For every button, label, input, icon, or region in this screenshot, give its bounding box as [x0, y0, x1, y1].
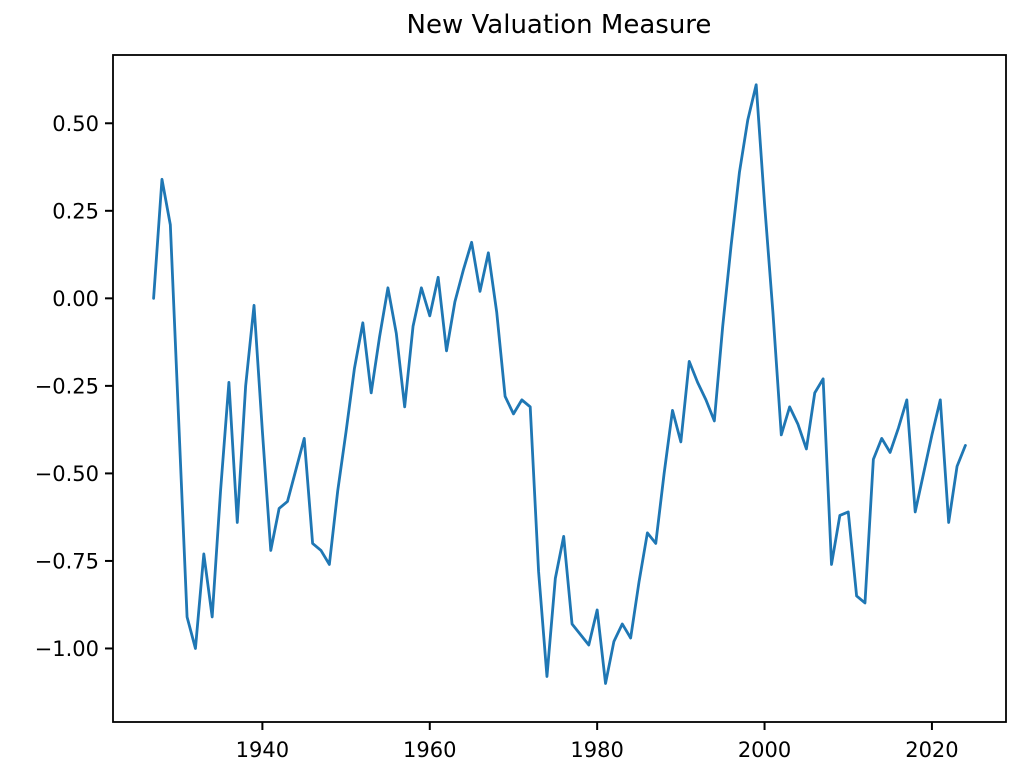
y-tick-label: 0.00 — [52, 287, 99, 311]
x-axis-ticks: 1940 1960 1980 2000 2020 — [236, 722, 959, 762]
y-tick-label: −0.75 — [35, 549, 99, 573]
x-tick-label: 2000 — [738, 738, 791, 762]
axes-frame — [112, 54, 1007, 723]
y-tick-label: 0.50 — [52, 112, 99, 136]
x-tick-label: 1960 — [403, 738, 456, 762]
chart-title: New Valuation Measure — [407, 10, 712, 40]
y-tick-label: −1.00 — [35, 637, 99, 661]
y-axis-ticks: 0.50 0.25 0.00 −0.25 −0.50 −0.75 −1.00 — [35, 112, 113, 661]
y-tick-label: 0.25 — [52, 199, 99, 223]
x-tick-label: 1940 — [236, 738, 289, 762]
y-tick-label: −0.50 — [35, 462, 99, 486]
x-tick-label: 2020 — [905, 738, 958, 762]
x-tick-label: 1980 — [570, 738, 623, 762]
series-line — [152, 83, 967, 685]
y-tick-label: −0.25 — [35, 374, 99, 398]
plot-border — [112, 54, 1007, 723]
series-line-group — [152, 83, 967, 685]
